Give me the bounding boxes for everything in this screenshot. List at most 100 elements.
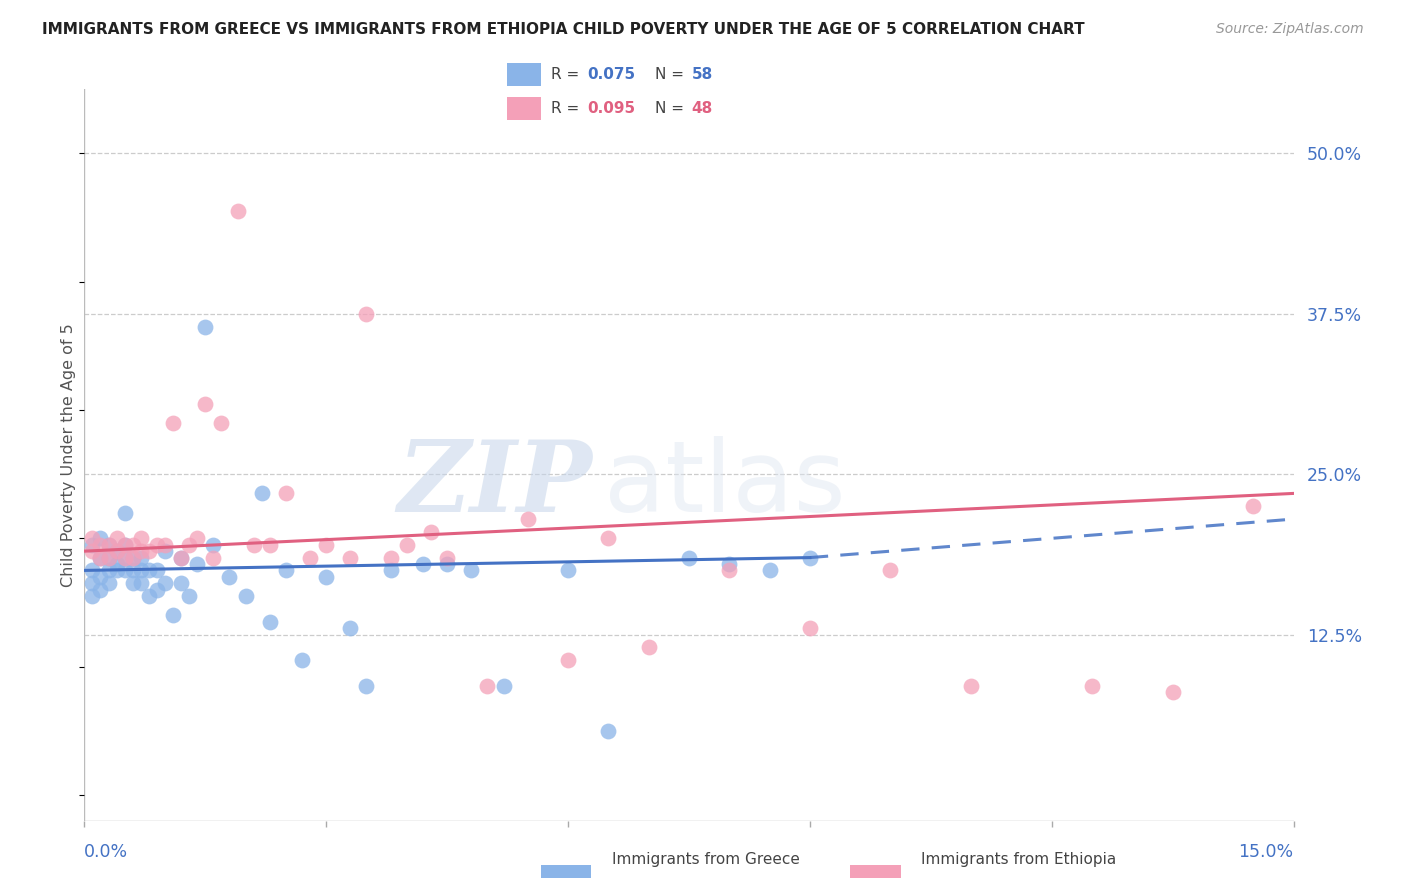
Text: 15.0%: 15.0% (1239, 843, 1294, 861)
Point (105, 544, 128, 558)
Point (436, 550, 458, 565)
Point (202, 550, 225, 565)
Point (97, 550, 120, 565)
Point (557, 653, 579, 667)
Point (153, 576, 176, 591)
Point (436, 557, 458, 571)
Point (339, 550, 361, 565)
Point (114, 538, 136, 552)
Point (170, 576, 193, 591)
Point (356, 679, 378, 693)
Point (186, 532, 208, 546)
Point (718, 563, 741, 577)
Point (194, 319, 217, 334)
Text: Immigrants from Greece: Immigrants from Greece (612, 853, 800, 867)
Point (598, 723, 620, 738)
Point (97, 538, 120, 552)
Point (146, 538, 169, 552)
Point (129, 544, 152, 558)
Text: N =: N = (655, 67, 689, 82)
Point (82, 544, 104, 558)
Point (718, 557, 741, 571)
Point (202, 538, 225, 552)
Point (960, 679, 983, 693)
Point (105, 557, 128, 571)
Point (121, 563, 143, 577)
Point (235, 589, 257, 603)
Point (218, 570, 240, 584)
Text: IMMIGRANTS FROM GREECE VS IMMIGRANTS FROM ETHIOPIA CHILD POVERTY UNDER THE AGE O: IMMIGRANTS FROM GREECE VS IMMIGRANTS FRO… (42, 22, 1085, 37)
Point (226, 204, 249, 219)
Point (162, 608, 184, 623)
Point (259, 538, 281, 552)
Point (121, 576, 143, 591)
Point (121, 550, 143, 565)
Point (516, 512, 538, 526)
Point (114, 563, 136, 577)
Point (97, 563, 120, 577)
Text: R =: R = (551, 67, 585, 82)
Text: 0.095: 0.095 (588, 102, 636, 116)
Text: Source: ZipAtlas.com: Source: ZipAtlas.com (1216, 22, 1364, 37)
FancyBboxPatch shape (508, 63, 541, 87)
Point (339, 621, 361, 635)
Point (209, 416, 232, 430)
Text: N =: N = (655, 102, 689, 116)
Point (153, 544, 176, 558)
Point (291, 653, 314, 667)
Point (146, 582, 169, 597)
Point (799, 550, 821, 565)
FancyBboxPatch shape (508, 97, 541, 120)
Point (129, 563, 152, 577)
Point (492, 679, 515, 693)
Point (89, 550, 111, 565)
Text: 58: 58 (692, 67, 713, 82)
Text: R =: R = (551, 102, 585, 116)
Text: 0.0%: 0.0% (84, 843, 128, 861)
Point (678, 550, 700, 565)
Text: 0.075: 0.075 (588, 67, 636, 82)
Point (97, 576, 120, 591)
Point (138, 563, 160, 577)
Point (412, 557, 434, 571)
Point (242, 538, 264, 552)
Point (114, 538, 136, 552)
Point (105, 563, 128, 577)
Point (89, 532, 111, 546)
Point (315, 538, 337, 552)
Point (82, 563, 104, 577)
Text: ZIP: ZIP (398, 436, 592, 533)
Point (170, 550, 193, 565)
Point (82, 589, 104, 603)
Point (82, 576, 104, 591)
Point (153, 538, 176, 552)
Point (380, 550, 402, 565)
Point (250, 486, 273, 500)
Point (179, 589, 201, 603)
Point (129, 550, 152, 565)
Point (460, 563, 482, 577)
Point (637, 640, 659, 655)
FancyBboxPatch shape (849, 864, 901, 879)
Point (186, 557, 208, 571)
Point (89, 570, 111, 584)
Point (598, 532, 620, 546)
Point (105, 532, 128, 546)
Point (356, 307, 378, 321)
Point (274, 563, 297, 577)
Point (179, 538, 201, 552)
Point (82, 532, 104, 546)
Point (395, 538, 418, 552)
Point (138, 589, 160, 603)
Point (1161, 685, 1184, 699)
Point (121, 538, 143, 552)
Point (194, 396, 217, 410)
Point (89, 550, 111, 565)
Point (146, 563, 169, 577)
Point (259, 615, 281, 629)
Point (274, 486, 297, 500)
Y-axis label: Child Poverty Under the Age of 5: Child Poverty Under the Age of 5 (60, 323, 76, 587)
Point (138, 544, 160, 558)
Point (129, 576, 152, 591)
Point (879, 563, 901, 577)
